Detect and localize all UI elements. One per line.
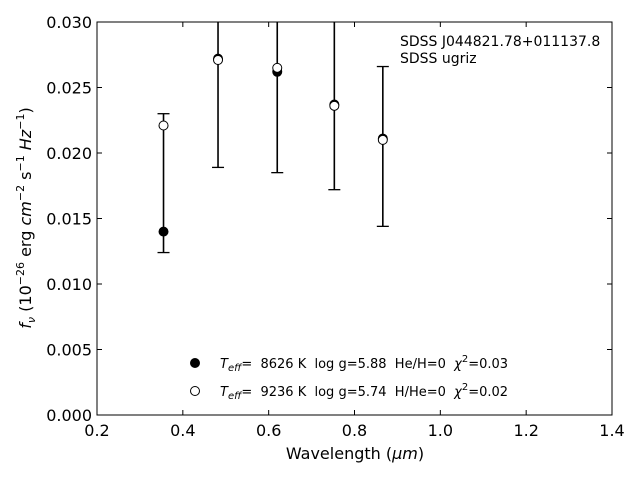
y-tick-label: 0.015 [46,210,92,229]
x-tick-label: 1.4 [599,421,624,440]
x-tick-label: 1.2 [513,421,538,440]
y-tick-label: 0.000 [46,406,92,425]
data-point-open [272,62,283,73]
data-point-filled [158,226,169,237]
x-tick-label: 1.0 [428,421,453,440]
y-tick-label: 0.010 [46,275,92,294]
error-bars [157,22,389,254]
legend-marker-open [190,386,200,396]
data-point-open [329,100,340,111]
plot-frame [96,21,613,416]
data-markers [158,53,388,237]
y-tick-label: 0.025 [46,79,92,98]
x-tick-label: 0.8 [342,421,367,440]
data-point-open [377,134,388,145]
data-point-open [158,120,169,131]
y-tick-label: 0.005 [46,341,92,360]
legend-label-filled: Teff= 8626 K log g=5.88 He/H=0 χ2=0.03 [220,354,508,374]
x-tick-label: 0.4 [170,421,195,440]
y-tick-label: 0.020 [46,144,92,163]
x-axis-label: Wavelength (μm) [286,444,424,463]
legend: Teff= 8626 K log g=5.88 He/H=0 χ2=0.03 T… [190,354,508,402]
legend-label-open: Teff= 9236 K log g=5.74 H/He=0 χ2=0.02 [220,382,508,402]
y-tick-label: 0.030 [46,13,92,32]
legend-marker-filled [190,358,200,368]
annotation-object: SDSS J044821.78+011137.8 [400,34,600,50]
x-tick-label: 0.6 [256,421,281,440]
axis-ticks: 0.2 0.4 0.6 0.8 1.0 1.2 1.4 0.000 0.005 0.010 0.01… [46,13,625,440]
x-tick-label: 0.2 [84,421,109,440]
annotation-survey: SDSS ugriz [400,51,477,67]
y-axis-label: fν (10−26 erg cm−2 s−1 Hz−1) [14,107,38,328]
data-point-open [213,54,224,65]
